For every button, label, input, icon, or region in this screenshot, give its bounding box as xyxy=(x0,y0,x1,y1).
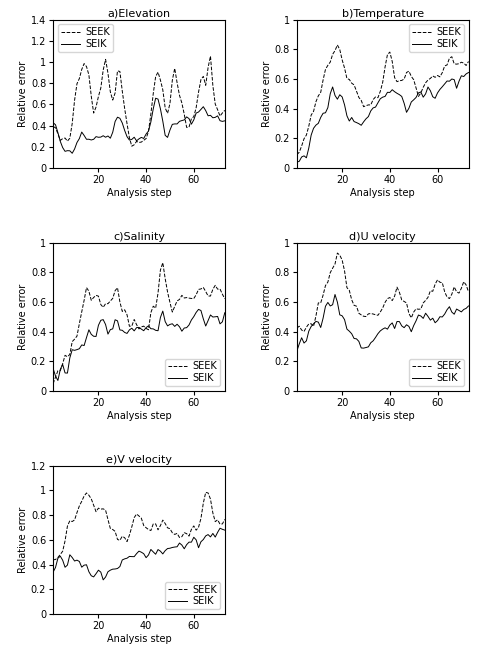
Title: e)V velocity: e)V velocity xyxy=(106,455,172,465)
Legend: SEEK, SEIK: SEEK, SEIK xyxy=(165,582,220,610)
Y-axis label: Relative error: Relative error xyxy=(262,284,272,350)
Title: c)Salinity: c)Salinity xyxy=(113,232,165,242)
Legend: SEEK, SEIK: SEEK, SEIK xyxy=(58,24,113,52)
Legend: SEEK, SEIK: SEEK, SEIK xyxy=(409,24,464,52)
Title: a)Elevation: a)Elevation xyxy=(107,8,170,19)
Title: b)Temperature: b)Temperature xyxy=(341,8,424,19)
X-axis label: Analysis step: Analysis step xyxy=(350,188,415,198)
Y-axis label: Relative error: Relative error xyxy=(18,60,28,127)
Legend: SEEK, SEIK: SEEK, SEIK xyxy=(165,359,220,386)
X-axis label: Analysis step: Analysis step xyxy=(107,188,171,198)
Legend: SEEK, SEIK: SEEK, SEIK xyxy=(409,359,464,386)
X-axis label: Analysis step: Analysis step xyxy=(350,411,415,421)
Y-axis label: Relative error: Relative error xyxy=(18,507,28,573)
X-axis label: Analysis step: Analysis step xyxy=(107,411,171,421)
Y-axis label: Relative error: Relative error xyxy=(262,60,272,127)
X-axis label: Analysis step: Analysis step xyxy=(107,634,171,644)
Y-axis label: Relative error: Relative error xyxy=(18,284,28,350)
Title: d)U velocity: d)U velocity xyxy=(349,232,416,242)
